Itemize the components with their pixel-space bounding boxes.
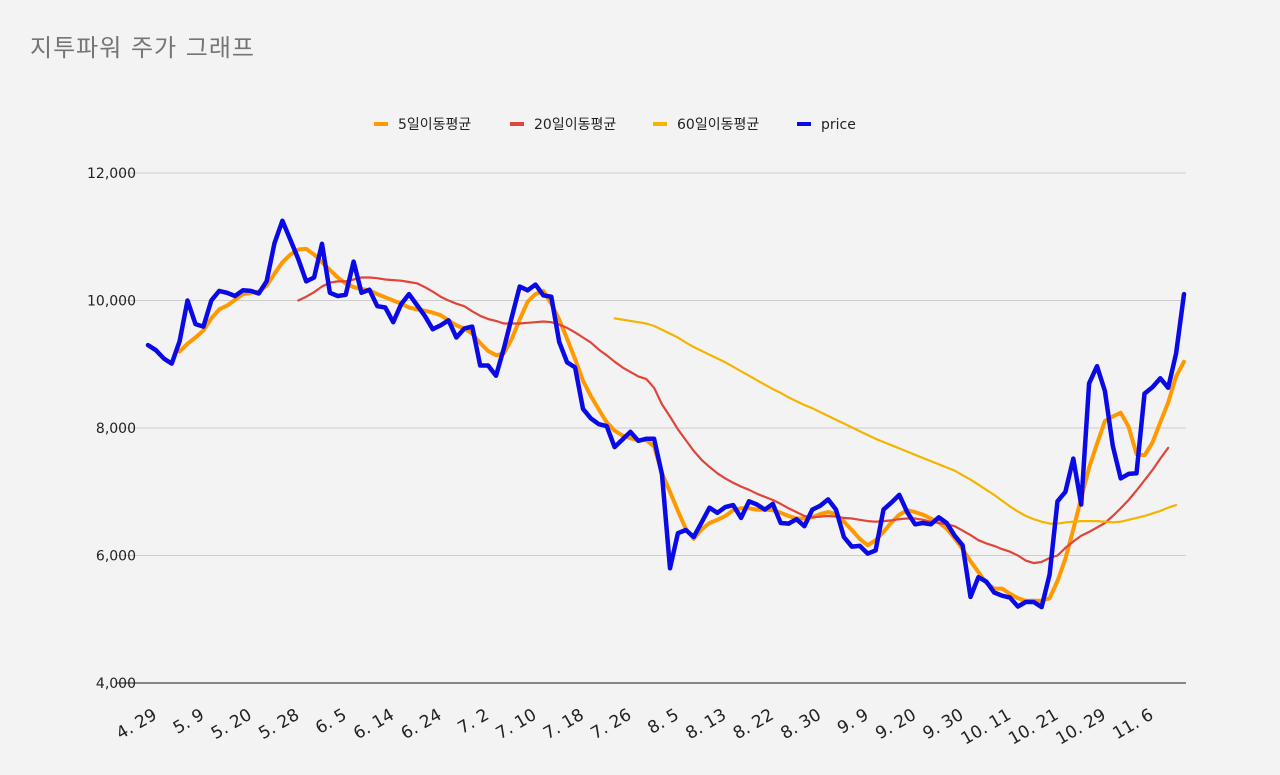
x-tick-label: 8. 5 (644, 705, 682, 739)
x-tick-label: 9. 20 (872, 705, 919, 744)
chart-title: 지투파워 주가 그래프 (30, 34, 255, 62)
series-line-2 (613, 317, 1178, 525)
x-tick-label: 10. 29 (1053, 705, 1110, 749)
grid-lines (116, 172, 1186, 684)
y-tick-label: 12,000 (87, 166, 136, 182)
series-line-0 (177, 246, 1186, 603)
x-axis-ticks: 4. 29 5. 9 5. 20 5. 28 6. 5 6. 14 6. 24 7. 2 7. … (113, 705, 1157, 749)
x-tick-label: 7. 18 (540, 705, 587, 744)
series-line-3 (145, 218, 1187, 610)
x-tick-label: 6. 5 (312, 705, 350, 739)
x-tick-label: 4. 29 (113, 705, 160, 744)
x-tick-label: 11. 6 (1109, 705, 1156, 744)
y-tick-label: 8,000 (96, 421, 136, 437)
y-tick-label: 10,000 (87, 294, 136, 310)
y-tick-label: 6,000 (96, 549, 136, 565)
legend-label: price (821, 117, 856, 133)
x-tick-label: 6. 14 (350, 705, 397, 744)
series-lines (145, 218, 1187, 610)
x-tick-label: 10. 21 (1005, 705, 1062, 749)
x-tick-label: 7. 10 (493, 705, 540, 744)
x-tick-label: 10. 11 (958, 705, 1015, 749)
x-tick-label: 8. 30 (777, 705, 824, 744)
x-tick-label: 5. 28 (255, 705, 302, 744)
legend: 5일이동평균 20일이동평균 60일이동평균 price (374, 117, 856, 133)
x-tick-label: 8. 22 (730, 705, 777, 744)
y-axis-ticks: 4,000 6,000 8,000 10,000 12,000 (87, 166, 136, 692)
x-tick-label: 7. 26 (588, 705, 635, 744)
series-line-1 (297, 276, 1170, 565)
legend-label: 60일이동평균 (677, 117, 759, 133)
legend-label: 20일이동평균 (534, 117, 616, 133)
x-tick-label: 6. 24 (398, 705, 445, 744)
x-tick-label: 9. 9 (834, 705, 872, 739)
x-tick-label: 5. 9 (170, 705, 208, 739)
x-tick-label: 5. 20 (208, 705, 255, 744)
y-tick-label: 4,000 (96, 676, 136, 692)
x-tick-label: 9. 30 (920, 705, 967, 744)
x-tick-label: 8. 13 (682, 705, 729, 744)
x-tick-label: 7. 2 (455, 705, 493, 739)
legend-label: 5일이동평균 (398, 117, 471, 133)
